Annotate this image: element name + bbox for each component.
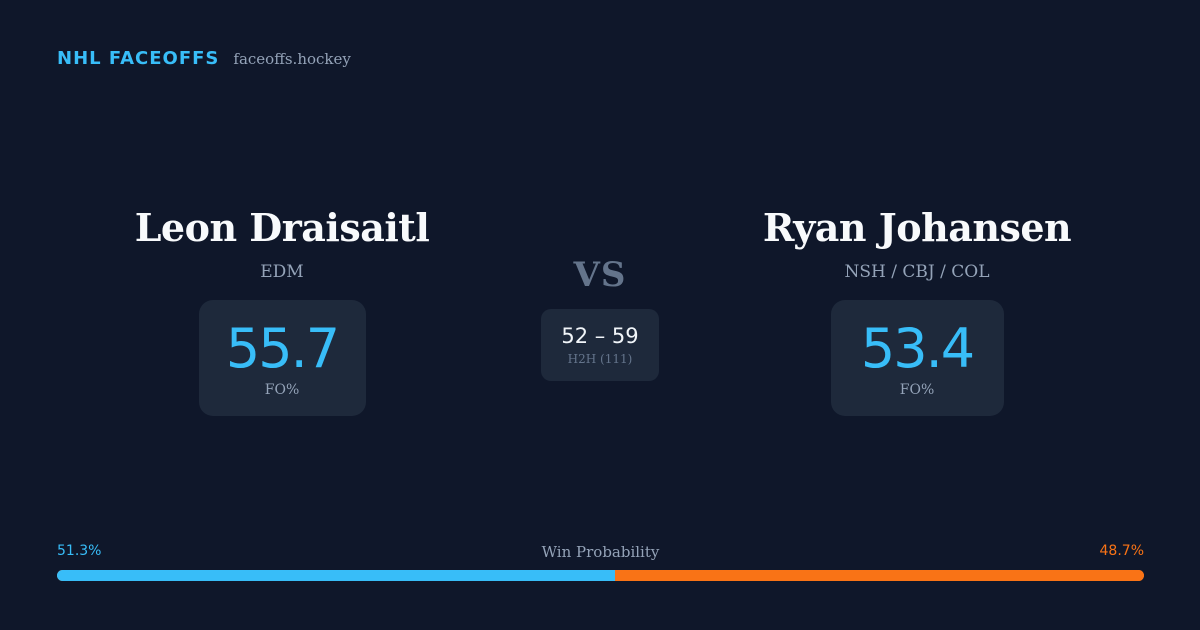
- win-probability-fill-left: [57, 570, 615, 581]
- brand-name: NHL FACEOFFS: [57, 48, 220, 69]
- h2h-card: 52 – 59 H2H (111): [541, 309, 659, 381]
- player-right-team: NSH / CBJ / COL: [844, 262, 990, 282]
- win-probability-bar: [57, 570, 1144, 581]
- player-left-fo-card: 55.7 FO%: [198, 300, 366, 416]
- player-left-fo-value: 55.7: [225, 317, 340, 380]
- player-left-panel: Leon Draisaitl EDM 55.7 FO%: [72, 205, 492, 416]
- player-right-fo-label: FO%: [899, 382, 935, 398]
- player-right-panel: Ryan Johansen NSH / CBJ / COL 53.4 FO%: [707, 205, 1127, 416]
- versus-label: VS: [573, 255, 627, 295]
- player-left-team: EDM: [260, 262, 304, 282]
- h2h-score: 52 – 59: [561, 324, 639, 348]
- player-right-fo-card: 53.4 FO%: [830, 300, 1004, 416]
- brand-url: faceoffs.hockey: [233, 50, 351, 68]
- win-probability: 51.3% Win Probability 48.7%: [57, 543, 1144, 581]
- player-left-fo-label: FO%: [264, 382, 300, 398]
- win-probability-fill-right: [614, 570, 1144, 581]
- win-probability-left-label: 51.3%: [57, 543, 102, 559]
- win-probability-labels: 51.3% Win Probability 48.7%: [57, 543, 1144, 563]
- versus-panel: VS 52 – 59 H2H (111): [541, 255, 659, 381]
- player-right-name: Ryan Johansen: [762, 205, 1072, 250]
- brand-header: NHL FACEOFFS faceoffs.hockey: [57, 48, 351, 69]
- player-left-name: Leon Draisaitl: [134, 205, 430, 250]
- player-right-fo-value: 53.4: [860, 317, 975, 380]
- win-probability-title: Win Probability: [541, 543, 660, 561]
- win-probability-right-label: 48.7%: [1099, 543, 1144, 559]
- h2h-label: H2H (111): [567, 352, 633, 366]
